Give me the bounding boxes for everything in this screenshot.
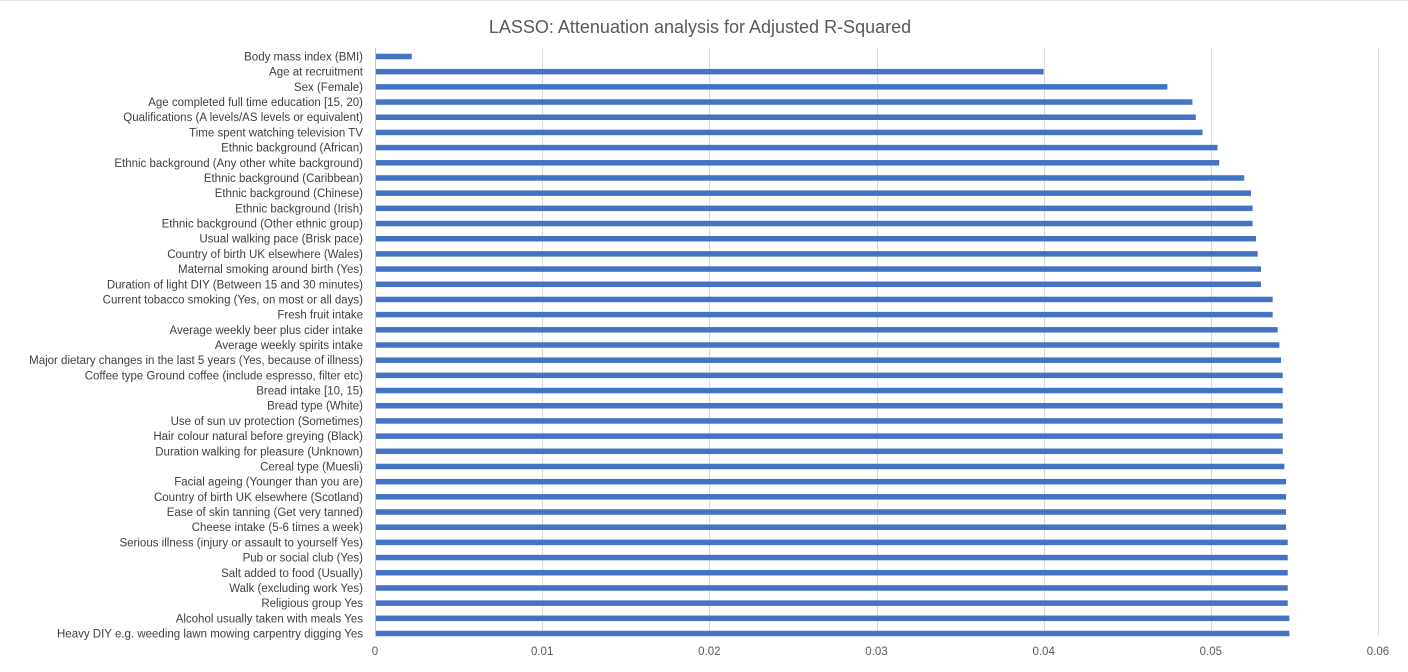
category-label: Qualifications (A levels/AS levels or eq…	[123, 112, 363, 124]
bar	[375, 160, 1220, 166]
bar	[375, 281, 1261, 288]
category-label: Major dietary changes in the last 5 year…	[29, 355, 363, 367]
x-tick-label: 0.02	[698, 646, 720, 658]
bar	[375, 220, 1253, 227]
x-tick-label: 0.03	[865, 646, 887, 658]
category-label: Facial ageing (Younger than you are)	[174, 477, 363, 489]
bar	[375, 524, 1287, 530]
bar	[375, 554, 1288, 561]
bar	[375, 175, 1245, 181]
category-labels: Body mass index (BMI) Age at recruitment S…	[29, 52, 364, 641]
category-label: Time spent watching television TV	[189, 127, 363, 139]
x-tick-label: 0	[372, 646, 378, 658]
bar	[375, 463, 1285, 470]
category-label: Bread type (White)	[267, 401, 363, 413]
category-label: Current tobacco smoking (Yes, on most or…	[103, 294, 364, 306]
category-label: Age completed full time education [15, 2…	[148, 97, 363, 109]
x-tick-label: 0.05	[1200, 646, 1222, 658]
bar	[375, 630, 1290, 637]
bar	[375, 600, 1288, 606]
bar	[375, 129, 1203, 136]
category-label: Coffee type Ground coffee (include espre…	[85, 370, 363, 382]
category-label: Usual walking pace (Brisk pace)	[199, 234, 363, 246]
category-label: Hair colour natural before greying (Blac…	[153, 431, 363, 443]
category-label: Age at recruitment	[269, 67, 364, 79]
bar	[375, 585, 1288, 591]
bar	[375, 311, 1273, 318]
category-label: Bread intake [10, 15)	[256, 386, 363, 398]
category-label: Cereal type (Muesli)	[260, 461, 363, 473]
bar	[375, 53, 412, 60]
bar	[375, 615, 1290, 622]
category-label: Walk (excluding work Yes)	[229, 583, 363, 595]
category-label: Religious group Yes	[261, 598, 363, 610]
bar	[375, 190, 1251, 196]
bar	[375, 251, 1258, 257]
bar	[375, 402, 1283, 409]
category-label: Ethnic background (African)	[221, 143, 363, 155]
category-label: Average weekly spirits intake	[215, 340, 363, 352]
category-label: Ethnic background (Chinese)	[215, 188, 363, 200]
bar	[375, 433, 1283, 439]
category-label: Ethnic background (Irish)	[235, 203, 363, 215]
category-label: Ethnic background (Caribbean)	[204, 173, 363, 185]
bar	[375, 342, 1280, 348]
category-label: Cheese intake (5-6 times a week)	[192, 522, 363, 534]
x-tick-labels: 0 0.01 0.02 0.03 0.04 0.05 0.06	[372, 646, 1389, 658]
category-label: Sex (Female)	[294, 82, 363, 94]
category-label: Ethnic background (Any other white backg…	[114, 158, 363, 170]
category-label: Duration walking for pleasure (Unknown)	[155, 446, 363, 458]
category-label: Fresh fruit intake	[277, 310, 363, 322]
category-label: Salt added to food (Usually)	[221, 568, 363, 580]
bar	[375, 387, 1283, 394]
category-label: Average weekly beer plus cider intake	[170, 325, 363, 337]
x-tick-label: 0.04	[1032, 646, 1055, 658]
bar	[375, 494, 1287, 500]
bar	[375, 99, 1193, 105]
bar	[375, 478, 1287, 485]
bar	[375, 235, 1256, 242]
bar	[375, 114, 1196, 120]
category-label: Country of birth UK elsewhere (Scotland)	[154, 492, 363, 504]
category-label: Serious illness (injury or assault to yo…	[119, 537, 363, 549]
bar	[375, 509, 1287, 515]
bar	[375, 372, 1283, 379]
bar	[375, 448, 1283, 455]
bar	[375, 144, 1218, 151]
category-label: Country of birth UK elsewhere (Wales)	[167, 249, 363, 261]
category-label: Heavy DIY e.g. weeding lawn mowing carpe…	[57, 629, 363, 641]
x-tick-label: 0.06	[1367, 646, 1389, 658]
bar	[375, 68, 1044, 75]
category-label: Maternal smoking around birth (Yes)	[178, 264, 363, 276]
category-label: Use of sun uv protection (Sometimes)	[171, 416, 364, 428]
bar	[375, 205, 1253, 212]
category-label: Ease of skin tanning (Get very tanned)	[167, 507, 363, 519]
category-label: Duration of light DIY (Between 15 and 30…	[107, 279, 363, 291]
bar	[375, 539, 1288, 546]
bar	[375, 418, 1283, 424]
x-tick-label: 0.01	[531, 646, 553, 658]
bar	[375, 84, 1168, 90]
category-label: Pub or social club (Yes)	[243, 553, 364, 565]
bar	[375, 570, 1288, 576]
bar	[375, 357, 1282, 363]
bar	[375, 266, 1261, 272]
category-label: Ethnic background (Other ethnic group)	[162, 219, 364, 231]
bar	[375, 296, 1273, 303]
bar	[375, 327, 1278, 333]
bars	[375, 53, 1290, 637]
category-label: Alcohol usually taken with meals Yes	[176, 613, 364, 625]
category-label: Body mass index (BMI)	[244, 52, 363, 64]
chart-title: LASSO: Attenuation analysis for Adjusted…	[489, 17, 911, 37]
gridlines	[542, 48, 1379, 636]
